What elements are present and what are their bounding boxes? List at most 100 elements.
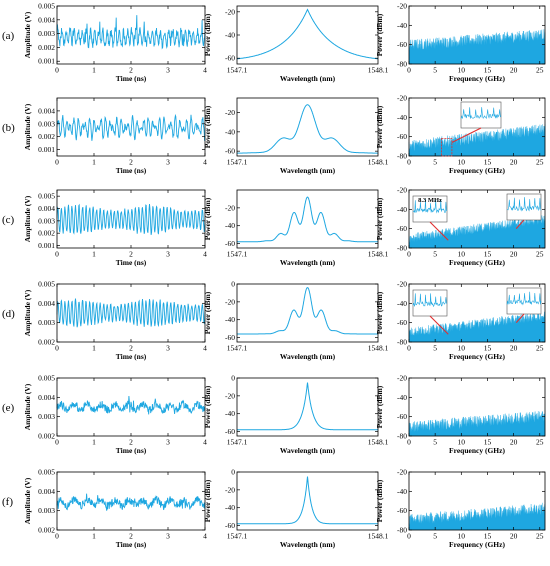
x-tick-label: 10	[458, 532, 466, 541]
x-tick-label: 4	[203, 250, 207, 259]
y-tick-label: -40	[225, 315, 235, 324]
y-tick-label: -60	[397, 506, 407, 515]
y-tick-label: 0	[231, 280, 235, 289]
x-tick-label: 25	[536, 250, 544, 259]
time-series-trace	[56, 203, 206, 235]
x-tick-label: 10	[458, 158, 466, 167]
time-series-trace	[56, 493, 206, 511]
y-tick-label: -20	[225, 485, 235, 494]
y-tick-label: 0.002	[38, 432, 55, 441]
x-tick-label: 3	[166, 438, 170, 447]
x-tick-label: 3	[166, 66, 170, 75]
y-axis-label: Power (dBm)	[375, 291, 384, 334]
x-tick-label: 5	[433, 344, 437, 353]
x-axis-label: Frequency (GHz)	[449, 540, 505, 549]
y-tick-label: -40	[397, 21, 407, 30]
y-tick-label: 0.002	[38, 526, 55, 535]
y-tick-label: -60	[225, 427, 235, 436]
y-tick-label: -40	[225, 503, 235, 512]
y-axis-label: Amplitude (V)	[23, 383, 32, 430]
highlight-box	[441, 138, 453, 157]
rf-spectrum-trace	[408, 311, 546, 343]
x-axis-label: Time (ns)	[116, 74, 147, 83]
y-tick-label: -20	[397, 374, 407, 383]
time-series-trace	[56, 395, 206, 415]
x-tick-label: 2	[129, 532, 133, 541]
x-tick-label: 1548.1	[368, 158, 389, 167]
zoom-inset-left-trace	[412, 293, 448, 308]
axes-box	[408, 471, 546, 531]
x-tick-label: 3	[166, 158, 170, 167]
y-tick-label: -60	[225, 239, 235, 248]
y-tick-label: -80	[397, 432, 407, 441]
x-tick-label: 10	[458, 66, 466, 75]
x-tick-label: 2	[129, 438, 133, 447]
row-label: (a)	[2, 30, 15, 42]
x-tick-label: 1547.1	[227, 438, 248, 447]
x-tick-label: 5	[433, 532, 437, 541]
y-tick-label: 0.003	[38, 216, 55, 225]
y-tick-label: -60	[225, 521, 235, 530]
rf-spectrum-trace	[408, 502, 546, 531]
optical-spectrum-trace	[237, 476, 378, 525]
y-tick-label: 0	[231, 374, 235, 383]
y-tick-label: -60	[225, 147, 235, 156]
x-tick-label: 0	[55, 438, 59, 447]
x-tick-label: 0	[407, 66, 411, 75]
y-tick-label: -60	[397, 224, 407, 233]
x-axis-label: Time (ns)	[116, 166, 147, 175]
y-tick-label: 0.005	[38, 280, 55, 289]
x-axis-label: Wavelength (nm)	[280, 352, 336, 361]
y-tick-label: 0.002	[38, 43, 55, 52]
y-tick-label: -40	[225, 221, 235, 230]
x-tick-label: 0	[55, 344, 59, 353]
x-tick-label: 0	[407, 344, 411, 353]
y-axis-label: Power (dBm)	[203, 13, 212, 56]
x-tick-label: 20	[510, 66, 518, 75]
y-tick-label: -40	[397, 487, 407, 496]
x-tick-label: 1547.1	[227, 158, 248, 167]
y-tick-label: 0.003	[38, 119, 55, 128]
y-tick-label: -80	[397, 338, 407, 347]
axes-box	[236, 471, 379, 531]
x-tick-label: 1	[92, 250, 96, 259]
zoom-inset-top-trace	[460, 107, 502, 120]
x-axis-label: Wavelength (nm)	[280, 166, 336, 175]
y-tick-label: -80	[397, 152, 407, 161]
x-tick-label: 5	[433, 438, 437, 447]
x-tick-label: 1547.1	[227, 532, 248, 541]
x-tick-label: 0	[55, 250, 59, 259]
rf-spectrum-trace	[408, 29, 546, 65]
x-axis-label: Time (ns)	[116, 446, 147, 455]
x-tick-label: 1548.1	[368, 66, 389, 75]
x-tick-label: 20	[510, 438, 518, 447]
x-tick-label: 20	[510, 158, 518, 167]
x-tick-label: 3	[166, 532, 170, 541]
axes-box	[56, 377, 206, 437]
x-axis-label: Time (ns)	[116, 352, 147, 361]
axes-box	[408, 97, 546, 157]
y-tick-label: -40	[225, 127, 235, 136]
y-tick-label: -20	[225, 203, 235, 212]
x-tick-label: 1	[92, 344, 96, 353]
row-label: (b)	[2, 122, 15, 134]
x-tick-label: 1547.1	[227, 66, 248, 75]
x-tick-label: 25	[536, 344, 544, 353]
y-axis-label: Power (dBm)	[375, 385, 384, 428]
x-tick-label: 0	[55, 66, 59, 75]
x-axis-label: Wavelength (nm)	[280, 540, 336, 549]
x-axis-label: Frequency (GHz)	[449, 166, 505, 175]
y-tick-label: 0.004	[38, 487, 55, 496]
x-tick-label: 20	[510, 532, 518, 541]
y-tick-label: 0.001	[38, 57, 55, 66]
x-tick-label: 0	[55, 158, 59, 167]
y-tick-label: -60	[397, 132, 407, 141]
x-tick-label: 0	[407, 158, 411, 167]
y-tick-label: -60	[225, 54, 235, 63]
y-axis-label: Power (dBm)	[203, 385, 212, 428]
x-tick-label: 2	[129, 344, 133, 353]
x-axis-label: Frequency (GHz)	[449, 74, 505, 83]
